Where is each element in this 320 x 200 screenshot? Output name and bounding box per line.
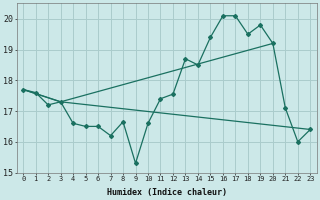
X-axis label: Humidex (Indice chaleur): Humidex (Indice chaleur) bbox=[107, 188, 227, 197]
